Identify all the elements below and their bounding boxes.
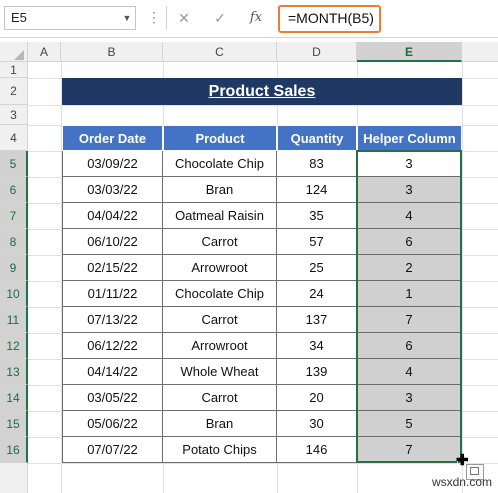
insert-function-button[interactable]: fx <box>249 10 263 25</box>
row-header-7[interactable]: 7 <box>0 203 28 229</box>
row-header-10[interactable]: 10 <box>0 281 28 307</box>
order-date-cell[interactable]: 05/06/22 <box>62 411 163 437</box>
more-icon[interactable]: ⋮ <box>147 9 161 25</box>
order-date-cell[interactable]: 02/15/22 <box>62 255 163 281</box>
quantity-cell[interactable]: 137 <box>277 307 357 333</box>
helper-cell[interactable]: 5 <box>357 411 462 437</box>
row-header-11[interactable]: 11 <box>0 307 28 333</box>
gridline <box>462 62 463 493</box>
product-cell[interactable]: Oatmeal Raisin <box>163 203 277 229</box>
column-header-b[interactable]: B <box>61 42 163 62</box>
helper-cell[interactable]: 3 <box>357 385 462 411</box>
column-header-c[interactable]: C <box>163 42 277 62</box>
header-quantity[interactable]: Quantity <box>277 125 357 151</box>
fill-handle[interactable] <box>457 458 463 464</box>
row-header-12[interactable]: 12 <box>0 333 28 359</box>
order-date-cell[interactable]: 04/14/22 <box>62 359 163 385</box>
helper-cell[interactable]: 6 <box>357 333 462 359</box>
quantity-cell[interactable]: 57 <box>277 229 357 255</box>
order-date-cell[interactable]: 06/12/22 <box>62 333 163 359</box>
gridline <box>28 463 498 464</box>
helper-cell[interactable]: 7 <box>357 307 462 333</box>
quantity-cell[interactable]: 124 <box>277 177 357 203</box>
row-header-17[interactable] <box>0 463 28 493</box>
helper-cell[interactable]: 4 <box>357 203 462 229</box>
product-cell[interactable]: Carrot <box>163 229 277 255</box>
enter-button[interactable]: ✓ <box>214 10 226 26</box>
quantity-cell[interactable]: 139 <box>277 359 357 385</box>
quantity-cell[interactable]: 146 <box>277 437 357 463</box>
row-header-6[interactable]: 6 <box>0 177 28 203</box>
product-cell[interactable]: Chocolate Chip <box>163 281 277 307</box>
product-cell[interactable]: Carrot <box>163 307 277 333</box>
gridline <box>61 62 62 493</box>
row-header-4[interactable]: 4 <box>0 125 28 151</box>
column-header-f[interactable] <box>462 42 498 62</box>
product-cell[interactable]: Carrot <box>163 385 277 411</box>
helper-cell[interactable]: 7 <box>357 437 462 463</box>
order-date-cell[interactable]: 07/13/22 <box>62 307 163 333</box>
gridline <box>28 105 498 106</box>
cancel-button[interactable]: ✕ <box>178 10 190 26</box>
order-date-cell[interactable]: 01/11/22 <box>62 281 163 307</box>
row-header-16[interactable]: 16 <box>0 437 28 463</box>
quantity-cell[interactable]: 20 <box>277 385 357 411</box>
helper-cell[interactable]: 6 <box>357 229 462 255</box>
header-product[interactable]: Product <box>163 125 277 151</box>
watermark: wsxdn.com <box>431 475 492 489</box>
order-date-cell[interactable]: 03/05/22 <box>62 385 163 411</box>
order-date-cell[interactable]: 06/10/22 <box>62 229 163 255</box>
sheet-title[interactable]: Product Sales <box>62 78 462 105</box>
helper-cell[interactable]: 3 <box>357 151 462 177</box>
header-helper-column[interactable]: Helper Column <box>357 125 462 151</box>
select-all-icon <box>14 50 24 60</box>
quantity-cell[interactable]: 25 <box>277 255 357 281</box>
row-header-5[interactable]: 5 <box>0 151 28 177</box>
order-date-cell[interactable]: 04/04/22 <box>62 203 163 229</box>
chevron-down-icon[interactable]: ▼ <box>122 13 132 23</box>
crosshair-cursor-icon: ✚ <box>456 452 469 469</box>
product-cell[interactable]: Whole Wheat <box>163 359 277 385</box>
row-header-13[interactable]: 13 <box>0 359 28 385</box>
header-order-date[interactable]: Order Date <box>62 125 163 151</box>
quantity-cell[interactable]: 34 <box>277 333 357 359</box>
quantity-cell[interactable]: 83 <box>277 151 357 177</box>
helper-cell[interactable]: 2 <box>357 255 462 281</box>
helper-cell[interactable]: 1 <box>357 281 462 307</box>
column-header-a[interactable]: A <box>28 42 61 62</box>
product-cell[interactable]: Arrowroot <box>163 333 277 359</box>
formula-text[interactable]: =MONTH(B5) <box>288 10 374 26</box>
helper-cell[interactable]: 3 <box>357 177 462 203</box>
formula-highlight-box <box>278 5 381 33</box>
divider <box>166 6 167 30</box>
product-cell[interactable]: Chocolate Chip <box>163 151 277 177</box>
name-box[interactable]: E5 <box>4 6 136 30</box>
row-header-1[interactable]: 1 <box>0 62 28 78</box>
row-header-2[interactable]: 2 <box>0 78 28 105</box>
order-date-cell[interactable]: 07/07/22 <box>62 437 163 463</box>
row-header-15[interactable]: 15 <box>0 411 28 437</box>
column-header-d[interactable]: D <box>277 42 357 62</box>
row-header-14[interactable]: 14 <box>0 385 28 411</box>
helper-cell[interactable]: 4 <box>357 359 462 385</box>
quick-analysis-icon <box>470 467 479 475</box>
product-cell[interactable]: Bran <box>163 177 277 203</box>
order-date-cell[interactable]: 03/03/22 <box>62 177 163 203</box>
row-header-9[interactable]: 9 <box>0 255 28 281</box>
product-cell[interactable]: Potato Chips <box>163 437 277 463</box>
column-header-e[interactable]: E <box>357 42 462 62</box>
row-header-3[interactable]: 3 <box>0 105 28 125</box>
quantity-cell[interactable]: 24 <box>277 281 357 307</box>
product-cell[interactable]: Arrowroot <box>163 255 277 281</box>
order-date-cell[interactable]: 03/09/22 <box>62 151 163 177</box>
quantity-cell[interactable]: 35 <box>277 203 357 229</box>
quantity-cell[interactable]: 30 <box>277 411 357 437</box>
product-cell[interactable]: Bran <box>163 411 277 437</box>
row-header-8[interactable]: 8 <box>0 229 28 255</box>
